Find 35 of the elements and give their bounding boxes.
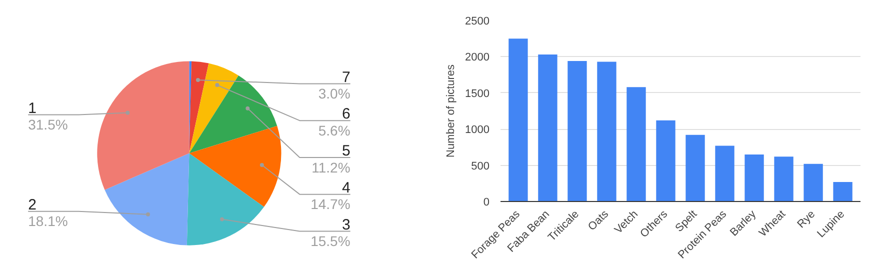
bar [833,182,852,202]
x-tick-label: Oats [586,208,612,234]
y-tick-label: 0 [483,196,490,208]
data-label: 11.2% [312,159,350,176]
y-tick-label: 1500 [465,88,490,100]
slice-label: 6 [342,106,350,123]
slice-label: 1 [28,100,36,117]
bar [774,156,794,202]
bar [804,164,823,202]
data-label: 5.6% [318,122,350,138]
slice-label: 4 [342,179,350,196]
y-tick-label: 1000 [465,124,490,136]
bar [715,146,734,202]
y-tick-label: 500 [471,160,490,172]
bar [626,87,646,202]
bar [568,61,587,202]
bar [538,54,558,202]
slice-label: 3 [342,216,350,234]
bar [597,62,616,202]
data-label: 3.0% [318,86,350,102]
data-label: 15.5% [310,233,350,250]
slice-label: 5 [342,142,350,160]
slice-label: 7 [342,68,350,86]
y-tick-label: 2500 [465,16,490,28]
data-label: 14.7% [310,196,350,212]
data-label: 18.1% [28,213,68,230]
slice-label: 2 [28,196,36,214]
bar [656,120,676,202]
bar [686,134,705,202]
bar [508,38,528,202]
y-tick-label: 2000 [465,52,490,64]
data-label: 31.5% [28,116,68,133]
y-axis-title: Number of pictures [445,64,458,158]
x-tick-label: Rye [795,208,818,231]
bar [744,154,764,202]
